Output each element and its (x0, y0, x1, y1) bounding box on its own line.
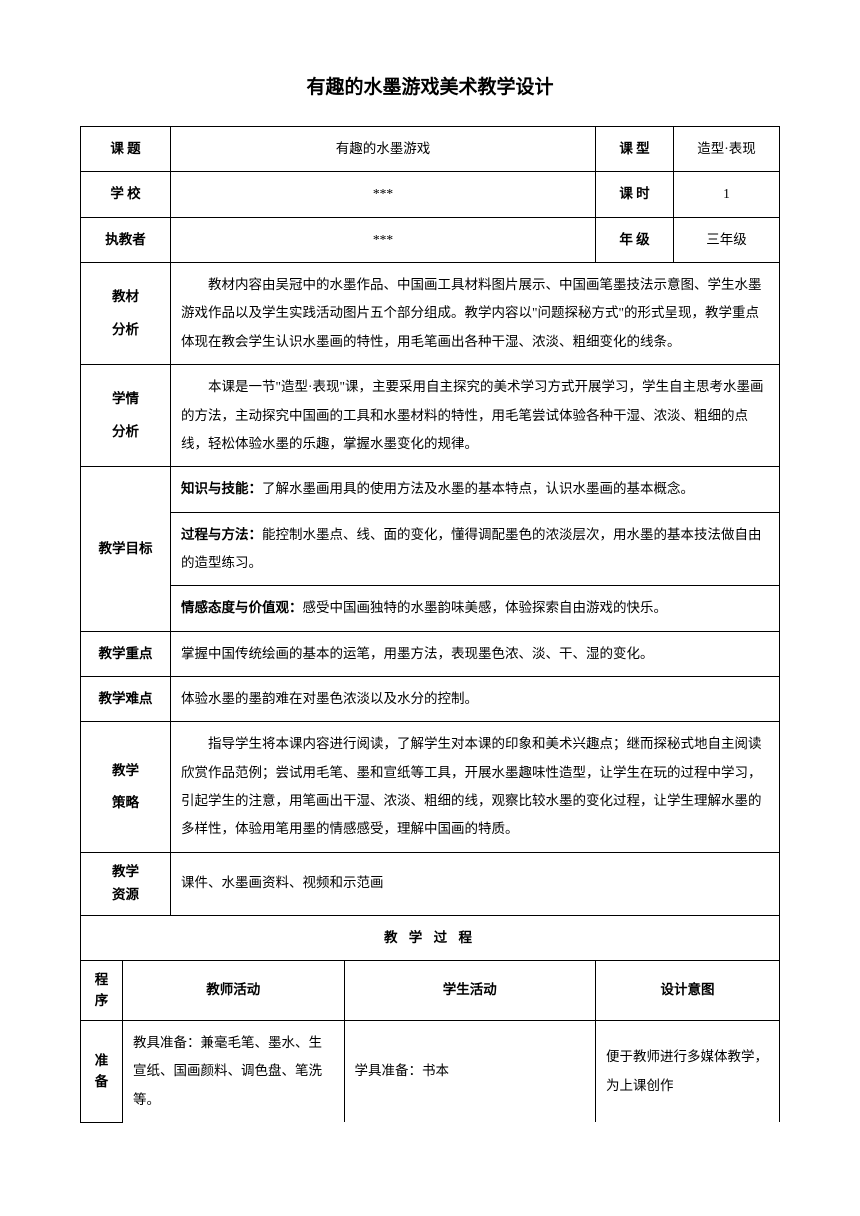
row-goal-knowledge: 教学目标 知识与技能：了解水墨画用具的使用方法及水墨的基本特点，认识水墨画的基本… (81, 467, 780, 512)
row-difficulty: 教学难点 体验水墨的墨韵难在对墨色浓淡以及水分的控制。 (81, 676, 780, 721)
topic-label: 课 题 (81, 127, 171, 172)
goal-emotion: 情感态度与价值观：感受中国画独特的水墨韵味美感，体验探索自由游戏的快乐。 (171, 586, 780, 631)
row-resource: 教学 资源 课件、水墨画资料、视频和示范画 (81, 852, 780, 915)
type-label: 课 型 (596, 127, 674, 172)
period-value: 1 (674, 172, 780, 217)
step-prepare: 准 备 (81, 1021, 123, 1123)
row-process-prepare: 准 备 教具准备：兼毫毛笔、墨水、生宣纸、国画颜料、调色盘、笔洗等。 学具准备：… (81, 1021, 780, 1123)
row-process-header: 教 学 过 程 (81, 915, 780, 960)
col-teacher: 教师活动 (123, 960, 345, 1020)
grade-value: 三年级 (674, 217, 780, 262)
learning-label: 学情 分析 (81, 365, 171, 467)
row-strategy: 教学 策略 指导学生将本课内容进行阅读，了解学生对本课的印象和美术兴趣点；继而探… (81, 722, 780, 852)
process-header: 教 学 过 程 (81, 915, 780, 960)
lesson-plan-table: 课 题 有趣的水墨游戏 课 型 造型·表现 学 校 *** 课 时 1 执教者 … (80, 126, 780, 1122)
difficulty-content: 体验水墨的墨韵难在对墨色浓淡以及水分的控制。 (171, 676, 780, 721)
goal-process: 过程与方法：能控制水墨点、线、面的变化，懂得调配墨色的浓淡层次，用水墨的基本技法… (171, 512, 780, 586)
row-material: 教材 分析 教材内容由吴冠中的水墨作品、中国画工具材料图片展示、中国画笔墨技法示… (81, 263, 780, 365)
meta-row-teacher: 执教者 *** 年 级 三年级 (81, 217, 780, 262)
resource-content: 课件、水墨画资料、视频和示范画 (171, 852, 780, 915)
focus-label: 教学重点 (81, 631, 171, 676)
teacher-label: 执教者 (81, 217, 171, 262)
row-process-columns: 程 序 教师活动 学生活动 设计意图 (81, 960, 780, 1020)
strategy-label: 教学 策略 (81, 722, 171, 852)
col-student: 学生活动 (344, 960, 596, 1020)
teacher-value: *** (171, 217, 596, 262)
school-label: 学 校 (81, 172, 171, 217)
learning-content: 本课是一节"造型·表现"课，主要采用自主探究的美术学习方式开展学习，学生自主思考… (171, 365, 780, 467)
row-focus: 教学重点 掌握中国传统绘画的基本的运笔，用墨方法，表现墨色浓、淡、干、湿的变化。 (81, 631, 780, 676)
goal-label: 教学目标 (81, 467, 171, 631)
intent-prepare: 便于教师进行多媒体教学，为上课创作 (596, 1021, 780, 1123)
material-label: 教材 分析 (81, 263, 171, 365)
strategy-content: 指导学生将本课内容进行阅读，了解学生对本课的印象和美术兴趣点；继而探秘式地自主阅… (171, 722, 780, 852)
type-value: 造型·表现 (674, 127, 780, 172)
difficulty-label: 教学难点 (81, 676, 171, 721)
resource-label: 教学 资源 (81, 852, 171, 915)
topic-value: 有趣的水墨游戏 (171, 127, 596, 172)
period-label: 课 时 (596, 172, 674, 217)
meta-row-school: 学 校 *** 课 时 1 (81, 172, 780, 217)
goal-knowledge: 知识与技能：了解水墨画用具的使用方法及水墨的基本特点，认识水墨画的基本概念。 (171, 467, 780, 512)
focus-content: 掌握中国传统绘画的基本的运笔，用墨方法，表现墨色浓、淡、干、湿的变化。 (171, 631, 780, 676)
col-intent: 设计意图 (596, 960, 780, 1020)
school-value: *** (171, 172, 596, 217)
student-prepare: 学具准备：书本 (344, 1021, 596, 1123)
material-content: 教材内容由吴冠中的水墨作品、中国画工具材料图片展示、中国画笔墨技法示意图、学生水… (171, 263, 780, 365)
col-step: 程 序 (81, 960, 123, 1020)
row-learning: 学情 分析 本课是一节"造型·表现"课，主要采用自主探究的美术学习方式开展学习，… (81, 365, 780, 467)
page-title: 有趣的水墨游戏美术教学设计 (80, 70, 780, 106)
meta-row-topic: 课 题 有趣的水墨游戏 课 型 造型·表现 (81, 127, 780, 172)
row-goal-emotion: 情感态度与价值观：感受中国画独特的水墨韵味美感，体验探索自由游戏的快乐。 (81, 586, 780, 631)
row-goal-process: 过程与方法：能控制水墨点、线、面的变化，懂得调配墨色的浓淡层次，用水墨的基本技法… (81, 512, 780, 586)
teacher-prepare: 教具准备：兼毫毛笔、墨水、生宣纸、国画颜料、调色盘、笔洗等。 (123, 1021, 345, 1123)
grade-label: 年 级 (596, 217, 674, 262)
